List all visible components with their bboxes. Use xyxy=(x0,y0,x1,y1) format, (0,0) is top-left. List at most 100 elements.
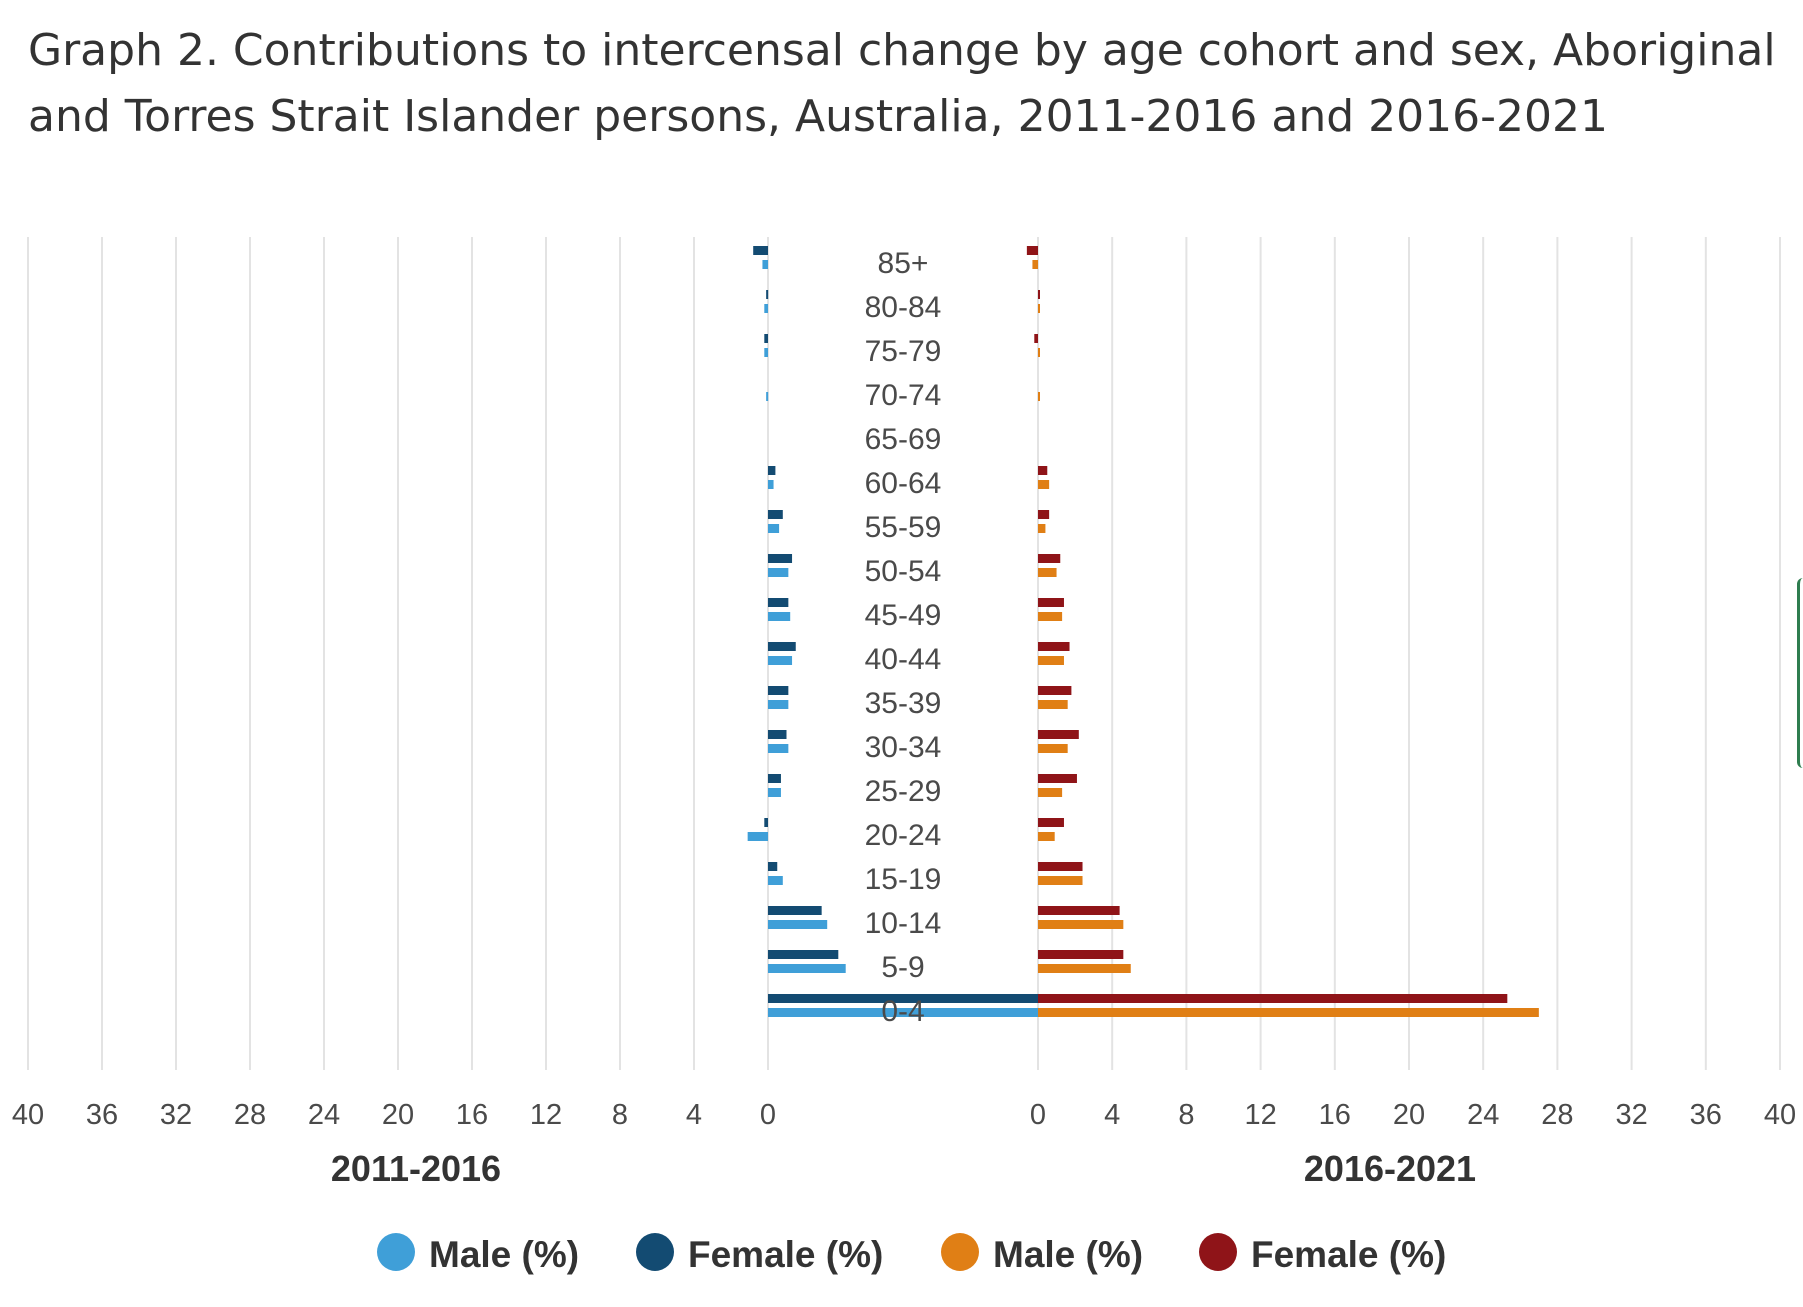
bar xyxy=(1038,862,1083,871)
age-cohort-label: 45-49 xyxy=(865,599,942,632)
x-tick-label: 8 xyxy=(1178,1099,1194,1131)
bar xyxy=(764,818,768,827)
bar xyxy=(768,642,796,651)
age-cohort-label: 5-9 xyxy=(881,951,924,984)
age-cohort-label: 20-24 xyxy=(865,819,942,852)
x-ticks-left: 40 36 32 28 24 20 16 12 8 4 0 xyxy=(12,1099,776,1131)
bar xyxy=(1038,774,1077,783)
x-tick-label: 0 xyxy=(1030,1099,1046,1131)
bar xyxy=(768,554,793,563)
bar xyxy=(1038,730,1079,739)
x-axis-label-2011-2016: 2011-2016 xyxy=(331,1148,501,1189)
bar xyxy=(768,964,846,973)
x-tick-label: 36 xyxy=(1690,1099,1722,1131)
legend-item[interactable]: Female (%) xyxy=(1199,1233,1446,1275)
bar xyxy=(768,480,774,489)
bar xyxy=(764,304,768,313)
bar xyxy=(1038,832,1055,841)
legend-swatch xyxy=(377,1233,415,1271)
x-tick-label: 12 xyxy=(1244,1099,1276,1131)
age-cohort-label: 30-34 xyxy=(865,731,942,764)
bar xyxy=(768,700,789,709)
age-cohort-label: 35-39 xyxy=(865,687,942,720)
bar xyxy=(753,246,768,255)
bar xyxy=(768,730,787,739)
grid-left xyxy=(27,237,769,1070)
x-tick-label: 28 xyxy=(1541,1099,1573,1131)
age-cohort-label: 80-84 xyxy=(865,291,942,324)
bar xyxy=(768,568,789,577)
bar xyxy=(1038,744,1068,753)
legend-item[interactable]: Male (%) xyxy=(941,1233,1143,1275)
bar xyxy=(768,510,783,519)
age-cohort-label: 25-29 xyxy=(865,775,942,808)
x-tick-label: 40 xyxy=(12,1099,44,1131)
legend-label: Male (%) xyxy=(993,1234,1143,1275)
bar xyxy=(1038,304,1040,313)
bar xyxy=(1038,568,1057,577)
age-cohort-label: 40-44 xyxy=(865,643,942,676)
bar xyxy=(1038,612,1063,621)
x-tick-label: 16 xyxy=(456,1099,488,1131)
bar xyxy=(1038,994,1508,1003)
legend-item[interactable]: Male (%) xyxy=(377,1233,579,1275)
bar xyxy=(1034,334,1038,343)
x-tick-label: 8 xyxy=(612,1099,628,1131)
bar xyxy=(1038,554,1061,563)
bar xyxy=(1038,656,1064,665)
bar xyxy=(768,876,783,885)
bar xyxy=(768,744,789,753)
legend-swatch xyxy=(941,1233,979,1271)
x-tick-label: 24 xyxy=(308,1099,340,1131)
x-ticks-right: 0 4 8 12 16 20 24 28 32 36 40 xyxy=(1030,1099,1796,1131)
bar xyxy=(768,686,789,695)
age-cohort-label: 50-54 xyxy=(865,555,942,588)
age-cohort-label: 0-4 xyxy=(881,995,924,1028)
bar xyxy=(768,612,791,621)
bar xyxy=(768,950,839,959)
bar xyxy=(1038,480,1050,489)
x-axis-label-2016-2021: 2016-2021 xyxy=(1304,1148,1476,1189)
bar xyxy=(768,862,778,871)
bar xyxy=(1038,876,1083,885)
x-tick-label: 20 xyxy=(382,1099,414,1131)
bar xyxy=(768,466,776,475)
age-cohort-label: 55-59 xyxy=(865,511,942,544)
x-tick-label: 32 xyxy=(1615,1099,1647,1131)
age-cohort-label: 75-79 xyxy=(865,335,942,368)
bar xyxy=(764,334,768,343)
chart-title: Graph 2. Contributions to intercensal ch… xyxy=(28,25,1776,142)
legend-item[interactable]: Female (%) xyxy=(636,1233,883,1275)
bar xyxy=(1038,700,1068,709)
bar xyxy=(1038,686,1072,695)
bar xyxy=(1038,818,1064,827)
bar xyxy=(768,774,781,783)
bar xyxy=(1038,1008,1539,1017)
x-tick-label: 32 xyxy=(160,1099,192,1131)
bars-2011-2016 xyxy=(747,246,1459,1017)
bars-2016-2021 xyxy=(1026,246,1539,1017)
side-panel-tab[interactable] xyxy=(1797,578,1803,768)
bar xyxy=(1038,906,1120,915)
bar xyxy=(768,656,793,665)
grid-right xyxy=(1037,237,1781,1070)
bar xyxy=(1038,950,1124,959)
bar xyxy=(1038,290,1040,299)
age-cohort-label: 65-69 xyxy=(865,423,942,456)
bar xyxy=(764,348,768,357)
bar xyxy=(1038,598,1064,607)
x-tick-label: 40 xyxy=(1764,1099,1796,1131)
x-tick-label: 28 xyxy=(234,1099,266,1131)
x-tick-label: 12 xyxy=(530,1099,562,1131)
bar xyxy=(766,392,769,401)
legend-swatch xyxy=(1199,1233,1237,1271)
x-tick-label: 4 xyxy=(686,1099,702,1131)
bar xyxy=(1038,392,1040,401)
x-tick-label: 36 xyxy=(86,1099,118,1131)
bar xyxy=(1038,642,1070,651)
x-tick-label: 4 xyxy=(1104,1099,1120,1131)
bar xyxy=(1032,260,1038,269)
bar xyxy=(1038,524,1046,533)
x-tick-label: 24 xyxy=(1467,1099,1499,1131)
